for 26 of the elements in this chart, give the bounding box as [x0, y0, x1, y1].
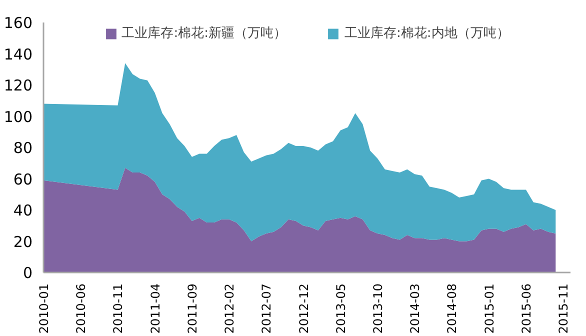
x-tick-label: 2012-12	[296, 284, 311, 334]
x-tick-label: 2012-07	[260, 284, 274, 334]
legend-label: 工业库存:棉花:内地（万吨）	[344, 25, 510, 42]
x-tick-label: 2014-08	[445, 284, 460, 334]
y-tick-label: 60	[13, 170, 33, 188]
legend-label: 工业库存:棉花:新疆（万吨）	[122, 25, 286, 42]
y-tick-label: 100	[4, 108, 33, 126]
y-tick-label: 0	[22, 264, 33, 282]
x-tick-label: 2010-11	[111, 284, 126, 334]
x-tick-label: 2015-01	[482, 284, 496, 334]
x-tick-label: 2011-04	[148, 284, 162, 334]
x-tick-label: 2013-10	[371, 284, 386, 334]
y-tick-label: 120	[4, 76, 33, 94]
x-tick-label: 2014-03	[408, 284, 422, 334]
x-tick-label: 2010-06	[74, 284, 88, 334]
x-tick-label: 2012-02	[222, 284, 237, 334]
y-tick-label: 20	[13, 232, 33, 251]
x-tick-label: 2011-09	[185, 284, 200, 334]
y-tick-label: 40	[13, 202, 33, 220]
y-tick-label: 80	[13, 139, 33, 157]
x-tick-label: 2015-11	[556, 284, 571, 334]
x-tick-label: 2013-05	[334, 284, 348, 334]
y-tick-label: 140	[4, 45, 33, 64]
x-tick-label: 2015-06	[519, 284, 534, 334]
y-tick-label: 160	[4, 14, 33, 32]
x-tick-label: 2010-01	[37, 284, 51, 334]
